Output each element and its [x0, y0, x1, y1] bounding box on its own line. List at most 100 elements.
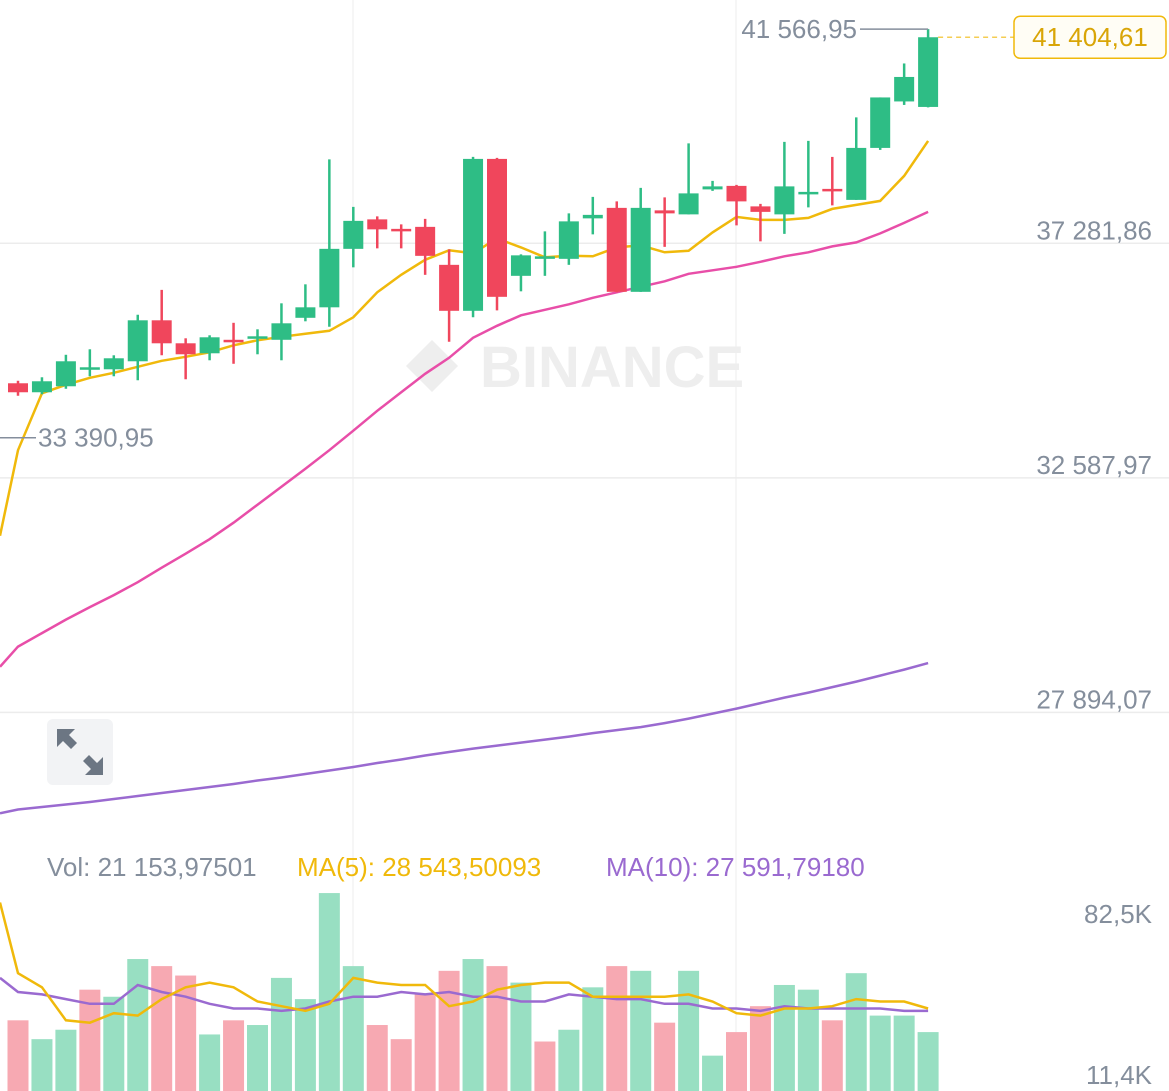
- candle: [31, 377, 52, 395]
- candle-body: [678, 193, 699, 215]
- candle: [558, 213, 579, 265]
- volume-bar: [7, 1020, 29, 1091]
- candle: [439, 249, 460, 342]
- volume-bar: [127, 959, 149, 1091]
- volume-bar: [582, 987, 604, 1091]
- candle-body: [295, 307, 316, 318]
- candle-body: [798, 191, 819, 195]
- volume-bar: [318, 893, 340, 1091]
- volume-tick-label: 11,4K: [1086, 1060, 1153, 1090]
- volume-bar: [510, 982, 532, 1091]
- candle-body: [463, 158, 484, 311]
- volume-bar: [678, 970, 700, 1091]
- candle-body: [103, 358, 124, 370]
- volume-bar: [726, 1032, 747, 1091]
- candle: [726, 184, 747, 226]
- candle-body: [127, 320, 148, 362]
- ma-long-line: [0, 661, 929, 815]
- volume-bar: [31, 1039, 53, 1091]
- candle: [175, 338, 196, 380]
- candle-body: [846, 147, 867, 200]
- candle: [151, 289, 172, 356]
- candle: [798, 140, 819, 208]
- volume-legend-ma5: MA(5): 28 543,50093: [297, 852, 541, 882]
- candle-body: [319, 248, 340, 308]
- candle-body: [79, 367, 100, 370]
- vol-ma5-line: [0, 902, 929, 1024]
- candle: [391, 224, 412, 249]
- candle: [199, 335, 220, 361]
- volume-bar: [79, 989, 101, 1091]
- candle-body: [510, 255, 531, 276]
- candle-body: [726, 185, 747, 202]
- candle: [463, 156, 484, 318]
- candle: [750, 203, 771, 242]
- candle: [55, 354, 76, 389]
- candle-body: [606, 207, 627, 292]
- volume-ma-lines: [0, 902, 929, 1024]
- candle: [510, 254, 531, 292]
- volume-legend-vol: Vol: 21 153,97501: [47, 852, 257, 882]
- candle-body: [654, 210, 675, 214]
- price-markers: 41 566,95 33 390,95 41 404,61: [0, 14, 1167, 453]
- candle: [534, 231, 555, 276]
- moving-average-lines: [0, 140, 930, 815]
- candle-body: [439, 264, 460, 311]
- volume-bar: [199, 1034, 221, 1091]
- candle: [630, 187, 651, 292]
- volume-bar: [151, 966, 173, 1091]
- volume-bar: [366, 1025, 388, 1091]
- candle-body: [247, 336, 268, 339]
- candle-body: [750, 206, 771, 212]
- watermark: BINANCE: [406, 335, 744, 400]
- candle: [606, 201, 627, 293]
- candle: [223, 322, 244, 364]
- candle: [127, 314, 148, 381]
- volume-axis: 82,5K 11,4K: [1084, 899, 1153, 1090]
- candle: [247, 329, 268, 355]
- candle-body: [870, 97, 891, 148]
- price-tick-label: 37 281,86: [1036, 215, 1152, 245]
- candle-body: [702, 186, 723, 190]
- volume-bar: [606, 966, 628, 1091]
- volume-bar: [558, 1029, 580, 1091]
- volume-bar: [247, 1025, 268, 1091]
- volume-bar: [223, 1020, 245, 1091]
- candle-body: [55, 361, 76, 387]
- volume-bar: [294, 999, 316, 1091]
- candle: [295, 284, 316, 322]
- candle: [343, 206, 364, 268]
- candle-body: [31, 381, 52, 393]
- candles: [8, 29, 939, 396]
- volume-bar: [893, 1015, 915, 1091]
- candle: [582, 196, 603, 235]
- candle: [487, 157, 507, 311]
- candle-body: [558, 221, 579, 259]
- candle-body: [630, 207, 651, 292]
- candle-body: [822, 188, 843, 192]
- volume-bar: [175, 975, 197, 1091]
- expand-chart-button[interactable]: [47, 719, 113, 785]
- candle-body: [175, 343, 196, 355]
- candle-body: [8, 383, 28, 393]
- candle: [367, 216, 388, 249]
- volume-legend-ma10: MA(10): 27 591,79180: [606, 852, 865, 882]
- candle: [654, 197, 675, 247]
- candle-body: [534, 256, 555, 259]
- candle-body: [582, 214, 603, 219]
- volume-bar: [821, 1020, 843, 1091]
- watermark-text: BINANCE: [480, 335, 744, 400]
- last-price-box: [1013, 15, 1167, 59]
- volume-bar: [486, 966, 508, 1091]
- candle-body: [271, 323, 292, 340]
- volume-bar: [438, 970, 460, 1091]
- volume-bar: [390, 1039, 412, 1091]
- candle: [894, 63, 915, 105]
- candle: [870, 97, 891, 150]
- candle: [774, 141, 795, 234]
- watermark-logo-icon: [406, 340, 458, 392]
- ma-short-line: [0, 140, 930, 536]
- price-axis: 37 281,86 32 587,97 27 894,07: [1036, 215, 1152, 714]
- candle-body: [367, 219, 388, 230]
